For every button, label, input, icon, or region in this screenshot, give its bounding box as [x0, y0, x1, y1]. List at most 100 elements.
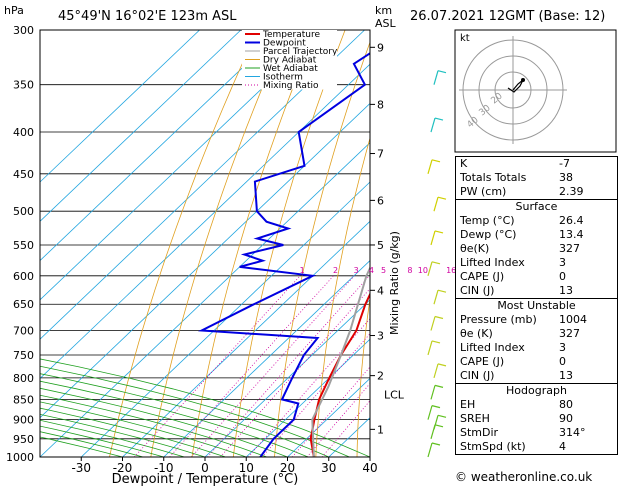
pressure-tick-label: 600	[13, 270, 34, 283]
isotherm-line	[245, 338, 370, 457]
dry-adiabat	[150, 30, 288, 457]
pressure-tick-label: 900	[13, 414, 34, 427]
dry-adiabat	[356, 295, 370, 457]
legend-entry: Temperature	[262, 30, 320, 40]
dry-adiabat	[622, 30, 629, 457]
isotherm-line	[163, 260, 370, 457]
lcl-label: LCL	[384, 389, 405, 402]
wind-barb-flag	[431, 442, 441, 446]
legend-entry: Dry Adiabat	[263, 56, 317, 66]
legend-bg	[242, 64, 337, 73]
isotherm-line	[122, 220, 370, 457]
wind-barbs	[427, 70, 447, 458]
parcel-trajectory-line	[311, 265, 370, 457]
grid-layer	[40, 30, 629, 457]
mixing-ratio-label: 3	[354, 266, 359, 275]
mixing-ratio-line	[134, 275, 301, 457]
wind-barb-flag	[437, 196, 447, 200]
wind-barb	[430, 117, 436, 133]
mixing-ratio-line	[191, 275, 355, 457]
x-tick-label: -30	[71, 461, 91, 475]
legend-entry: Dewpoint	[263, 39, 306, 49]
wind-barb	[427, 261, 433, 276]
hodograph: kt 40 30 20	[454, 29, 617, 153]
wet-adiabat	[40, 358, 370, 457]
mu-row: Lifted Index 3	[460, 341, 566, 354]
legend-bg	[242, 72, 337, 81]
mixing-ratio-axis-label: Mixing Ratio (g/kg)	[388, 231, 401, 335]
hodograph-unit-label: kt	[460, 33, 470, 44]
pressure-tick-label: 400	[13, 126, 34, 139]
wind-barb-flag	[437, 70, 447, 74]
wind-barb	[430, 385, 436, 400]
isotherm-line	[40, 63, 370, 379]
index-row: PW (cm) 2.39	[460, 185, 584, 198]
wind-barb-flag	[434, 424, 444, 428]
legend-bg	[242, 81, 337, 90]
wind-barb	[430, 316, 436, 331]
mixing-ratio-label: 4	[369, 266, 374, 275]
isotherm-line	[40, 30, 242, 222]
surface-row: θe(K) 327	[460, 242, 580, 255]
pressure-tick-label: 650	[13, 298, 34, 311]
wind-barb	[433, 363, 439, 379]
surface-row: Dewp (°C) 13.4	[460, 228, 584, 241]
hodo-row: StmSpd (kt) 4	[460, 440, 566, 453]
legend-bg	[242, 30, 337, 39]
mu-row: Pressure (mb) 1004	[460, 313, 587, 326]
isotherm-line	[80, 181, 370, 457]
wind-barb-flag	[431, 340, 441, 344]
km-tick-label: 2	[377, 370, 384, 383]
date-title: 26.07.2021 12GMT (Base: 12)	[410, 9, 605, 24]
km-tick-label: 5	[377, 239, 384, 252]
wind-barb	[427, 340, 433, 356]
wind-barb	[427, 159, 433, 174]
wet-adiabat	[40, 401, 247, 457]
km-tick-label: 7	[377, 148, 384, 161]
pressure-tick-label: 350	[13, 79, 34, 92]
hodograph-trace	[507, 79, 524, 93]
copyright-footer: © weatheronline.co.uk	[455, 470, 593, 484]
pressure-tick-label: 450	[13, 168, 34, 181]
km-tick-label: 4	[377, 284, 384, 297]
mixing-ratio-label: 8	[407, 266, 412, 275]
wind-barb-flag	[431, 405, 441, 409]
wind-barb	[430, 230, 436, 246]
wind-barb-flag	[437, 414, 447, 418]
wet-adiabat	[40, 387, 288, 457]
hodo-row: StmDir 314°	[460, 426, 586, 439]
hodo-row: EH 80	[460, 398, 573, 411]
pressure-tick-label: 700	[13, 325, 34, 338]
wet-adiabat	[40, 365, 350, 457]
mixing-ratio-label: 10	[418, 266, 428, 275]
km-tick-label: 1	[377, 423, 384, 436]
isotherm-line	[40, 30, 365, 340]
wet-adiabat	[40, 407, 226, 457]
km-tick-label: 9	[377, 41, 384, 54]
wind-barb-flag	[431, 159, 441, 163]
pressure-tick-label: 750	[13, 349, 34, 362]
wet-adiabat	[40, 394, 268, 457]
wind-barb-flag	[434, 117, 444, 121]
mu-row: CIN (J) 13	[460, 369, 573, 382]
mixing-ratio-line	[220, 288, 370, 457]
x-tick-label: 30	[321, 461, 336, 475]
y-unit-label: hPa	[4, 4, 24, 17]
asl-label: ASL	[375, 17, 397, 30]
mixing-ratio-label: 1	[300, 266, 305, 275]
x-tick-label: -20	[113, 461, 133, 475]
hodo-row: SREH 90	[460, 412, 573, 425]
mixing-ratio-label: 5	[381, 266, 386, 275]
legend-bg	[242, 38, 337, 47]
wind-barb-flag	[437, 289, 447, 293]
wind-barb	[433, 290, 439, 305]
surface-row: CIN (J) 13	[460, 284, 573, 297]
isotherm-line	[40, 30, 324, 301]
isotherm-line	[40, 142, 370, 457]
wind-barb	[433, 197, 439, 212]
mixing-ratio-line	[207, 275, 370, 457]
axis-layer: 3003504004505005506006507007508008509009…	[6, 24, 484, 475]
km-label: km	[375, 4, 392, 17]
